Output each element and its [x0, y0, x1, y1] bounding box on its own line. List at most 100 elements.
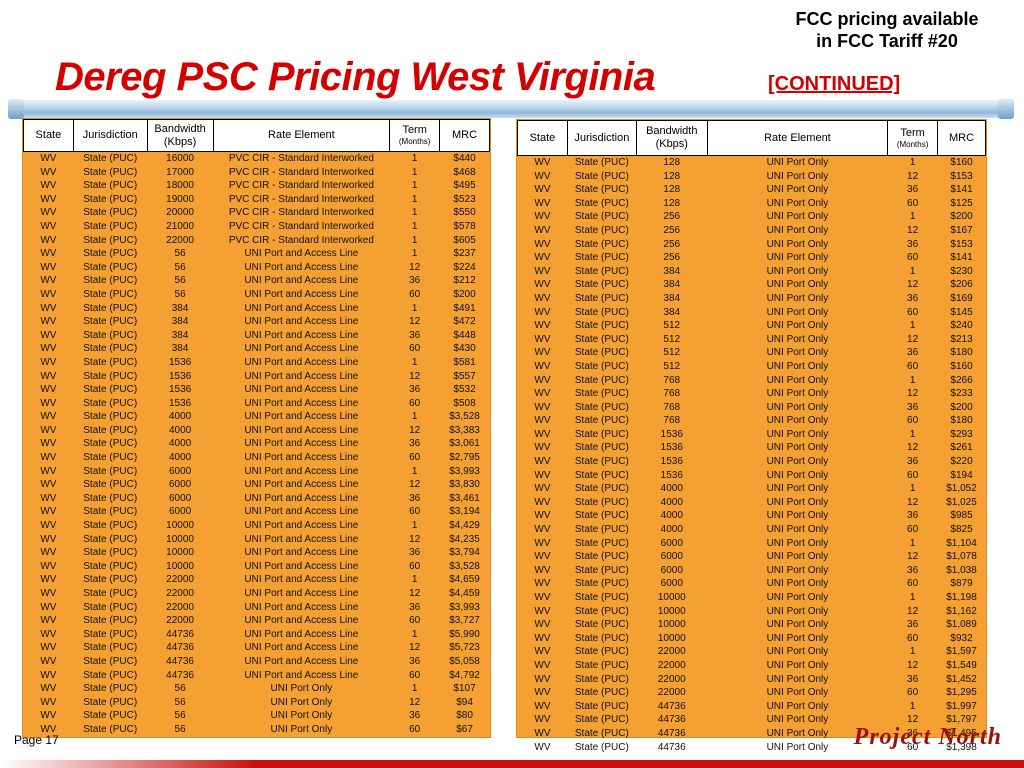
cell-rate-element: UNI Port Only	[766, 564, 829, 576]
table-row: WV State (PUC) 1536 UNI Port and Access Lin…	[24, 383, 490, 397]
cell-rate-element: UNI Port and Access Line	[244, 655, 359, 667]
cell-mrc: $1,597	[946, 646, 977, 658]
cell-jurisdiction: State (PUC)	[574, 170, 629, 182]
cell-jurisdiction: State (PUC)	[574, 279, 629, 291]
table-row: WV State (PUC) 768 UNI Port Only 12 $233	[518, 387, 986, 401]
cell-rate-element: UNI Port Only	[766, 401, 829, 413]
cell-bandwidth: 6000	[168, 492, 192, 504]
cell-term: 60	[907, 415, 919, 427]
cell-jurisdiction: State (PUC)	[83, 275, 138, 287]
cell-jurisdiction: State (PUC)	[83, 343, 138, 355]
cell-term: 36	[907, 564, 919, 576]
cell-term: 12	[409, 261, 421, 273]
cell-bandwidth: 44736	[166, 655, 194, 667]
cell-rate-element: UNI Port and Access Line	[244, 533, 359, 545]
cell-mrc: $141	[950, 252, 973, 264]
cell-bandwidth: 384	[663, 265, 681, 277]
cell-state: WV	[40, 288, 57, 300]
cell-mrc: $532	[453, 384, 476, 396]
cell-jurisdiction: State (PUC)	[574, 510, 629, 522]
cell-term: 36	[409, 601, 421, 613]
cell-rate-element: UNI Port Only	[270, 723, 333, 735]
cell-state: WV	[534, 211, 551, 223]
cell-bandwidth: 256	[663, 238, 681, 250]
table-row: WV State (PUC) 4000 UNI Port Only 1 $1,052	[518, 482, 986, 496]
cell-rate-element: UNI Port Only	[766, 265, 829, 277]
cell-term: 12	[409, 479, 421, 491]
table-row: WV State (PUC) 10000 UNI Port and Access Li…	[24, 533, 490, 547]
cell-bandwidth: 10000	[657, 632, 686, 644]
cell-term: 1	[909, 428, 916, 440]
cell-rate-element: UNI Port Only	[766, 157, 829, 168]
table-row: WV State (PUC) 56 UNI Port and Access Line 3…	[24, 274, 490, 288]
cell-bandwidth: 22000	[166, 615, 194, 627]
table-row: WV State (PUC) 20000 PVC CIR - Standard Int…	[24, 206, 490, 220]
cell-jurisdiction: State (PUC)	[574, 578, 629, 590]
table-header-row: State Jurisdiction Bandwidth (Kbps) Rate…	[23, 119, 490, 152]
table-row: WV State (PUC) 22000 UNI Port Only 1 $1,597	[518, 645, 986, 659]
cell-state: WV	[40, 669, 57, 681]
cell-bandwidth: 56	[174, 288, 186, 300]
cell-state: WV	[40, 683, 57, 695]
cell-term: 1	[411, 683, 418, 695]
table-row: WV State (PUC) 128 UNI Port Only 12 $153	[518, 170, 986, 184]
cell-bandwidth: 10000	[166, 533, 194, 545]
table-row: WV State (PUC) 4000 UNI Port and Access Lin…	[24, 437, 490, 451]
page-number: Page 17	[14, 733, 59, 747]
cell-term: 1	[411, 628, 418, 640]
table-row: WV State (PUC) 6000 UNI Port Only 36 $1,038	[518, 564, 986, 578]
cell-rate-element: UNI Port and Access Line	[244, 424, 359, 436]
cell-jurisdiction: State (PUC)	[574, 320, 629, 332]
cell-bandwidth: 56	[174, 696, 186, 708]
cell-term: 1	[411, 465, 418, 477]
table-row: WV State (PUC) 22000 UNI Port Only 36 $1,452	[518, 673, 986, 687]
cell-state: WV	[534, 456, 551, 468]
cell-mrc: $523	[453, 193, 476, 205]
cell-term: 1	[411, 520, 418, 532]
cell-rate-element: UNI Port and Access Line	[244, 329, 359, 341]
cell-state: WV	[534, 224, 551, 236]
cell-rate-element: UNI Port Only	[766, 632, 829, 644]
cell-term: 36	[907, 401, 919, 413]
cell-term: 60	[409, 723, 421, 735]
cell-rate-element: PVC CIR - Standard Interworked	[228, 153, 374, 164]
cell-bandwidth: 4000	[168, 411, 192, 423]
cell-state: WV	[40, 397, 57, 409]
cell-jurisdiction: State (PUC)	[83, 588, 138, 599]
cell-jurisdiction: State (PUC)	[574, 673, 629, 685]
cell-bandwidth: 22000	[166, 234, 194, 246]
cell-state: WV	[534, 741, 551, 753]
cell-jurisdiction: State (PUC)	[574, 551, 629, 563]
page-title: Dereg PSC Pricing West Virginia	[55, 55, 656, 99]
cell-jurisdiction: State (PUC)	[574, 727, 629, 739]
cell-rate-element: UNI Port and Access Line	[244, 356, 359, 368]
cell-rate-element: UNI Port and Access Line	[244, 302, 359, 314]
fcc-tariff-note: FCC pricing available in FCC Tariff #20	[772, 8, 1002, 52]
cell-term: 1	[909, 646, 916, 658]
table-row: WV State (PUC) 6000 UNI Port Only 12 $1,078	[518, 550, 986, 564]
cell-state: WV	[40, 723, 57, 735]
cell-term: 36	[907, 727, 919, 739]
cell-term: 12	[907, 496, 919, 508]
cell-bandwidth: 10000	[166, 560, 194, 572]
table-row: WV State (PUC) 6000 UNI Port and Access Lin…	[24, 478, 490, 492]
cell-bandwidth: 256	[663, 211, 681, 223]
cell-bandwidth: 256	[663, 224, 681, 236]
cell-jurisdiction: State (PUC)	[574, 374, 629, 386]
table-row: WV State (PUC) 56 UNI Port Only 12 $94	[24, 696, 490, 710]
cell-mrc: $1,162	[946, 605, 977, 617]
cell-jurisdiction: State (PUC)	[83, 683, 138, 695]
table-row: WV State (PUC) 44736 UNI Port and Access Li…	[24, 669, 490, 683]
cell-state: WV	[534, 510, 551, 522]
cell-state: WV	[40, 411, 57, 423]
cell-rate-element: UNI Port and Access Line	[244, 384, 359, 396]
table-row: WV State (PUC) 10000 UNI Port Only 12 $1,162	[518, 605, 986, 619]
table-row: WV State (PUC) 22000 PVC CIR - Standard Int…	[24, 234, 490, 248]
cell-mrc: $125	[950, 197, 973, 209]
cell-state: WV	[40, 180, 57, 192]
table-row: WV State (PUC) 56 UNI Port Only 1 $107	[24, 682, 490, 696]
cell-jurisdiction: State (PUC)	[83, 438, 138, 450]
cell-jurisdiction: State (PUC)	[83, 234, 138, 246]
col-term: Term (Months)	[887, 120, 939, 156]
cell-jurisdiction: State (PUC)	[83, 492, 138, 504]
